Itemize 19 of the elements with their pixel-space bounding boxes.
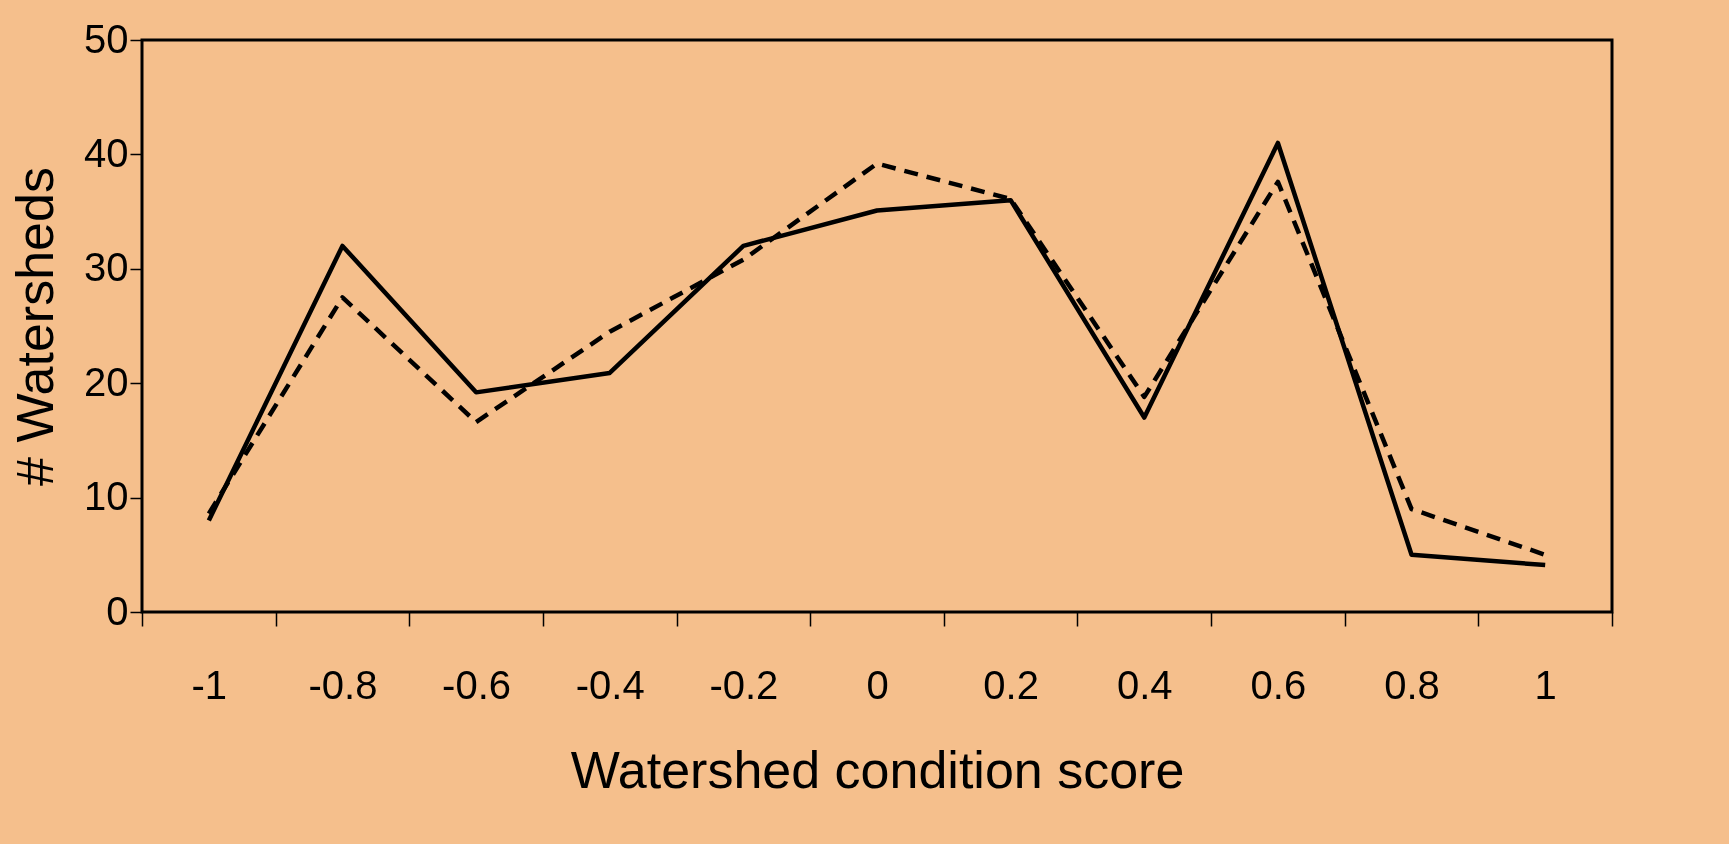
y-tick-label: 0 [106,588,129,633]
x-tick-label: 0.4 [1116,662,1173,707]
x-tick-label: 1 [1534,662,1557,707]
y-axis-title: # Watersheds [6,167,65,486]
x-tick-label: -0.4 [575,662,645,707]
x-tick-label: 0 [866,662,889,707]
x-axis-title: Watershed condition score [570,740,1185,799]
x-tick-label: 0.8 [1384,662,1440,707]
x-tick-label: 0.2 [983,662,1039,707]
x-tick-label: -0.8 [308,662,378,707]
y-tick-label: 20 [84,359,129,404]
y-tick-label: 10 [84,474,129,519]
x-tick-label: -0.6 [442,662,512,707]
y-tick-label: 40 [84,130,129,175]
y-tick-label: 30 [84,245,129,290]
x-tick-label: -0.2 [709,662,779,707]
y-tick-label: 50 [84,16,129,61]
x-tick-label: 0.6 [1250,662,1307,707]
x-tick-label: -1 [191,662,228,707]
